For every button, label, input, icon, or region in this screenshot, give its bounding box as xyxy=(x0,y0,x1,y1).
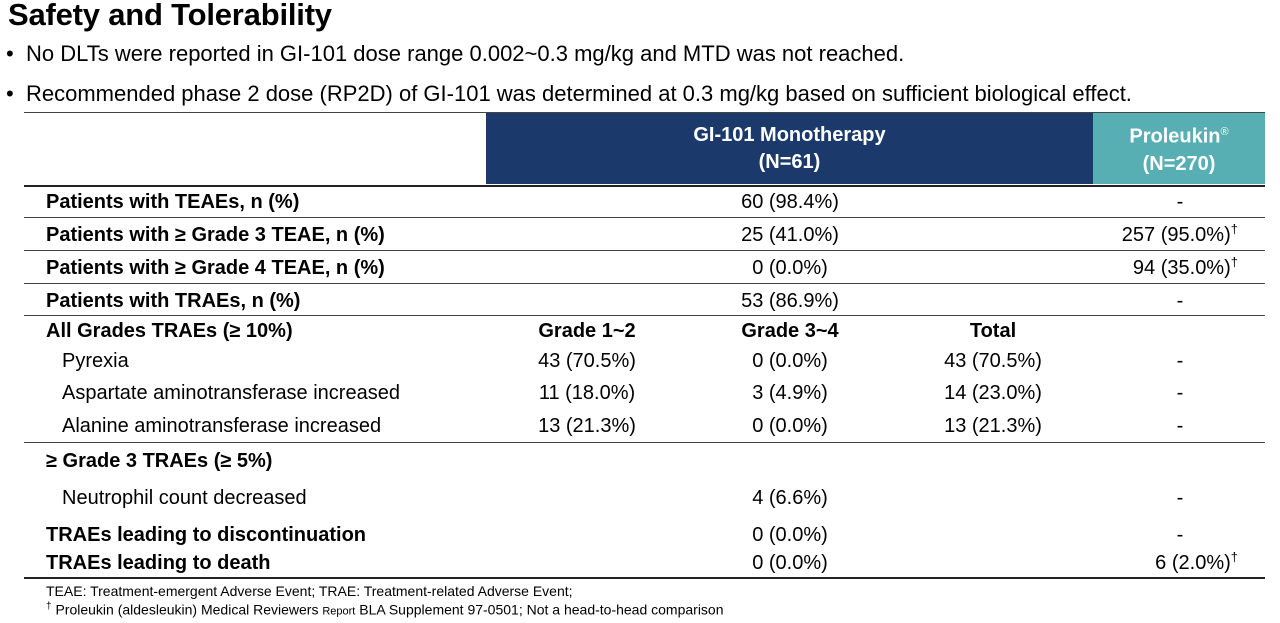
row-label: Patients with ≥ Grade 3 TEAE, n (%) xyxy=(46,224,385,246)
row-label: Patients with TRAEs, n (%) xyxy=(46,290,301,312)
gi101-value: 4 (6.6%) xyxy=(752,487,828,509)
header-gi101: GI-101 Monotherapy (N=61) xyxy=(486,113,1093,184)
proleukin-value: - xyxy=(1176,350,1184,372)
grade34-value: 0 (0.0%) xyxy=(752,350,828,372)
proleukin-value: - xyxy=(1176,415,1184,437)
gi101-value: 53 (86.9%) xyxy=(741,290,839,312)
proleukin-value: 6 (2.0%) xyxy=(1155,552,1231,574)
slide-title: Safety and Tolerability xyxy=(8,0,332,32)
proleukin-value-cell: 257 (95.0%)† xyxy=(1121,221,1238,247)
footnote-text: Report xyxy=(322,605,356,618)
header-proleukin-title: Proleukin xyxy=(1129,125,1221,148)
total-value: 13 (21.3%) xyxy=(944,415,1042,437)
header-bottom-rule xyxy=(24,185,1265,187)
bullet-text: Recommended phase 2 dose (RP2D) of GI-10… xyxy=(26,81,1132,106)
grade34-value: 0 (0.0%) xyxy=(752,415,828,437)
row-label: TRAEs leading to discontinuation xyxy=(46,524,366,546)
table-bottom-rule xyxy=(24,577,1265,579)
bullet-rp2d: • Recommended phase 2 dose (RP2D) of GI-1… xyxy=(6,81,1132,107)
registered-mark: ® xyxy=(1220,126,1229,139)
proleukin-value: - xyxy=(1176,191,1184,213)
dagger-mark: † xyxy=(1230,549,1238,565)
row-divider xyxy=(24,315,1265,316)
row-divider xyxy=(24,250,1265,251)
table-top-rule xyxy=(24,112,1265,113)
grade12-value: 43 (70.5%) xyxy=(538,350,636,372)
proleukin-value: 257 (95.0%) xyxy=(1121,224,1231,246)
gi101-value: 60 (98.4%) xyxy=(741,191,839,213)
proleukin-value: - xyxy=(1176,524,1184,546)
row-label: ≥ Grade 3 TRAEs (≥ 5%) xyxy=(46,450,273,472)
footnote-text: BLA Supplement 97-0501; Not a head-to-he… xyxy=(359,601,724,618)
proleukin-value-cell: 94 (35.0%)† xyxy=(1132,254,1238,280)
row-label: TRAEs leading to death xyxy=(46,552,271,574)
dagger-mark: † xyxy=(1230,254,1238,270)
gi101-value: 0 (0.0%) xyxy=(752,552,828,574)
proleukin-value-cell: 6 (2.0%)† xyxy=(1155,549,1238,575)
bullet-marker: • xyxy=(6,81,14,106)
grade12-value: 11 (18.0%) xyxy=(538,382,636,404)
dagger-mark: † xyxy=(1230,221,1238,237)
header-gi101-n: (N=61) xyxy=(758,150,821,173)
header-proleukin-n: (N=270) xyxy=(1142,152,1216,175)
row-divider xyxy=(24,283,1265,284)
bullet-dlt: • No DLTs were reported in GI-101 dose ra… xyxy=(6,41,904,67)
proleukin-value: - xyxy=(1176,382,1184,404)
header-proleukin: Proleukin® (N=270) xyxy=(1093,113,1265,184)
col-header-total: Total xyxy=(969,320,1017,342)
proleukin-value: - xyxy=(1176,487,1184,509)
grade34-value: 3 (4.9%) xyxy=(752,382,828,404)
row-label: Pyrexia xyxy=(62,350,129,372)
proleukin-value: 94 (35.0%) xyxy=(1132,257,1231,279)
row-label: Patients with ≥ Grade 4 TEAE, n (%) xyxy=(46,257,385,279)
gi101-value: 25 (41.0%) xyxy=(741,224,839,246)
proleukin-value: - xyxy=(1176,290,1184,312)
footnote-text: Proleukin (aldesleukin) Medical Reviewer… xyxy=(55,601,319,618)
row-divider xyxy=(24,217,1265,218)
row-label: Aspartate aminotransferase increased xyxy=(62,382,400,404)
row-label: All Grades TRAEs (≥ 10%) xyxy=(46,320,293,342)
header-gi101-title: GI-101 Monotherapy xyxy=(693,123,886,146)
total-value: 43 (70.5%) xyxy=(944,350,1042,372)
grade12-value: 13 (21.3%) xyxy=(538,415,636,437)
gi101-value: 0 (0.0%) xyxy=(752,257,828,279)
bullet-marker: • xyxy=(6,41,14,66)
bullet-text: No DLTs were reported in GI-101 dose ran… xyxy=(26,41,905,66)
row-divider xyxy=(24,442,1265,443)
gi101-value: 0 (0.0%) xyxy=(752,524,828,546)
footnote-abbreviations: TEAE: Treatment-emergent Adverse Event; … xyxy=(46,583,573,599)
row-label: Patients with TEAEs, n (%) xyxy=(46,191,300,213)
footnote-source: † Proleukin (aldesleukin) Medical Review… xyxy=(46,601,724,618)
col-header-grade12: Grade 1~2 xyxy=(538,320,636,342)
dagger-mark: † xyxy=(46,601,52,612)
row-label: Alanine aminotransferase increased xyxy=(62,415,382,437)
col-header-grade34: Grade 3~4 xyxy=(741,320,839,342)
total-value: 14 (23.0%) xyxy=(944,382,1042,404)
row-label: Neutrophil count decreased xyxy=(62,487,307,509)
